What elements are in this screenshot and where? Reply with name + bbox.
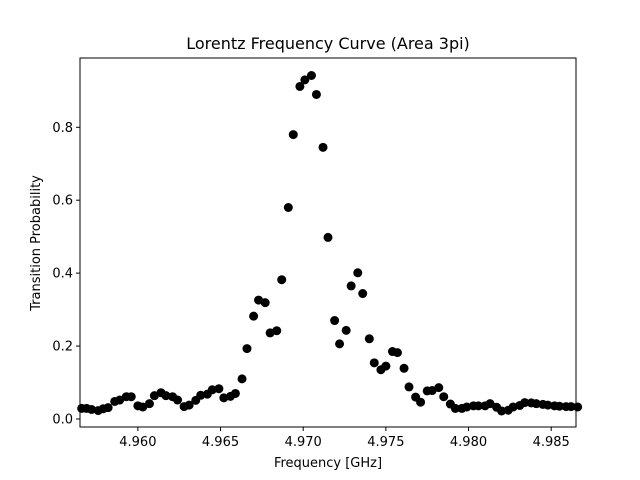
data-point: [330, 316, 340, 326]
x-axis-label: Frequency [GHz]: [274, 456, 382, 471]
data-point: [311, 89, 321, 99]
data-point: [485, 399, 495, 409]
data-point: [214, 384, 224, 394]
x-tick-label: 4.980: [450, 435, 487, 450]
data-point: [295, 81, 305, 91]
data-point: [353, 268, 363, 278]
data-point: [230, 388, 240, 398]
data-point: [323, 232, 333, 242]
x-axis-ticks: 4.960 4.965 4.970 4.975 4.980 4.985: [119, 427, 570, 450]
data-point: [103, 403, 113, 413]
data-point: [126, 392, 136, 402]
data-point: [462, 402, 472, 412]
data-point: [249, 311, 259, 321]
data-point: [173, 395, 183, 405]
y-tick-label: 0.4: [52, 267, 73, 282]
data-point: [318, 142, 328, 152]
x-tick-label: 4.970: [285, 435, 322, 450]
y-tick-label: 0.6: [52, 194, 73, 209]
data-point: [260, 298, 270, 308]
data-point: [283, 203, 293, 212]
data-point: [369, 358, 379, 368]
data-point: [87, 405, 97, 414]
data-point: [450, 403, 460, 413]
data-point: [161, 391, 171, 401]
data-point: [439, 392, 449, 402]
plot-area: [77, 57, 583, 428]
data-point: [184, 400, 194, 410]
data-point: [196, 390, 206, 400]
chart-title: Lorentz Frequency Curve (Area 3pi): [186, 34, 470, 53]
data-point: [272, 326, 282, 336]
axes-frame: [79, 57, 577, 428]
data-point: [416, 397, 426, 407]
x-tick-label: 4.985: [533, 435, 570, 450]
y-tick-label: 0.8: [52, 121, 73, 136]
data-point: [497, 406, 507, 416]
data-point: [144, 399, 154, 409]
data-point: [520, 398, 530, 408]
data-point: [381, 361, 391, 371]
data-point: [346, 281, 356, 291]
data-point: [288, 130, 298, 140]
y-tick-label: 0.0: [52, 412, 73, 427]
data-point: [300, 75, 310, 85]
data-point: [392, 348, 402, 358]
y-axis-ticks: 0.0 0.2 0.4 0.6 0.8: [52, 121, 80, 427]
data-point: [335, 339, 345, 349]
data-point: [573, 402, 583, 412]
data-point: [207, 385, 217, 395]
data-point: [358, 289, 368, 299]
y-axis-label: Transition Probability: [29, 175, 44, 312]
data-point: [554, 401, 564, 411]
data-point: [473, 401, 483, 411]
data-point: [242, 344, 252, 354]
data-point: [237, 374, 247, 384]
data-point: [531, 399, 541, 409]
data-point: [404, 382, 414, 392]
x-tick-label: 4.960: [119, 435, 156, 450]
data-point: [277, 275, 287, 285]
data-point: [399, 363, 409, 373]
data-point: [566, 402, 576, 412]
data-point: [306, 71, 316, 80]
data-point: [341, 325, 351, 335]
data-point: [364, 334, 374, 344]
data-points: [77, 71, 583, 416]
x-tick-label: 4.975: [367, 435, 404, 450]
data-point: [543, 400, 553, 410]
x-tick-label: 4.965: [202, 435, 239, 450]
y-tick-label: 0.2: [52, 340, 73, 355]
data-point: [434, 383, 444, 393]
